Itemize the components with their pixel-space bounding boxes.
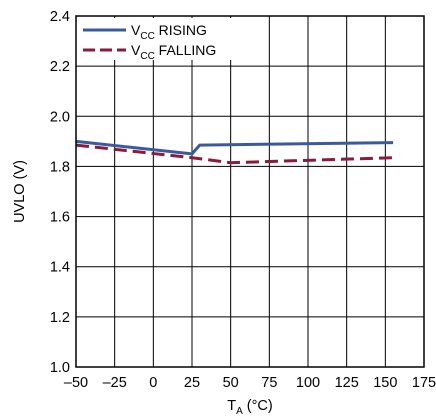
x-tick-labels: –50 –25 0 25 50 75 100 125 150 175 — [64, 375, 436, 391]
y-tick-label: 1.2 — [50, 310, 70, 326]
x-tick-label: 25 — [184, 375, 200, 391]
legend-label-rising: VCC RISING — [131, 22, 207, 42]
plot-frame — [75, 15, 425, 368]
x-tick-label: 0 — [149, 375, 157, 391]
series-line-0 — [75, 139, 394, 156]
x-axis-title: TA (°C) — [227, 398, 273, 417]
y-tick-label: 1.6 — [50, 210, 70, 226]
x-tick-label: 175 — [412, 375, 436, 391]
legend-background — [78, 18, 240, 60]
y-tick-label: 1.4 — [50, 260, 70, 276]
x-tick-label: 50 — [223, 375, 239, 391]
x-tick-label: 150 — [373, 375, 397, 391]
y-tick-label: 1.8 — [50, 159, 70, 175]
legend-label-falling: VCC FALLING — [131, 42, 216, 62]
grid-lines — [75, 15, 425, 368]
x-tick-label: 75 — [261, 375, 277, 391]
x-tick-label: –25 — [103, 375, 127, 391]
y-tick-labels: 1.0 1.2 1.4 1.6 1.8 2.0 2.2 2.4 — [50, 9, 70, 376]
y-tick-label: 2.0 — [50, 109, 70, 125]
y-tick-label: 2.2 — [50, 59, 70, 75]
series-layer — [75, 139, 394, 165]
x-tick-label: 100 — [296, 375, 320, 391]
y-axis-title: UVLO (V) — [12, 160, 28, 223]
y-tick-label: 1.0 — [50, 360, 70, 376]
series-line-1 — [75, 143, 394, 165]
x-tick-label: 125 — [335, 375, 359, 391]
legend: VCC RISING VCC FALLING — [78, 18, 240, 62]
x-tick-label: –50 — [64, 375, 88, 391]
y-tick-label: 2.4 — [50, 9, 70, 25]
